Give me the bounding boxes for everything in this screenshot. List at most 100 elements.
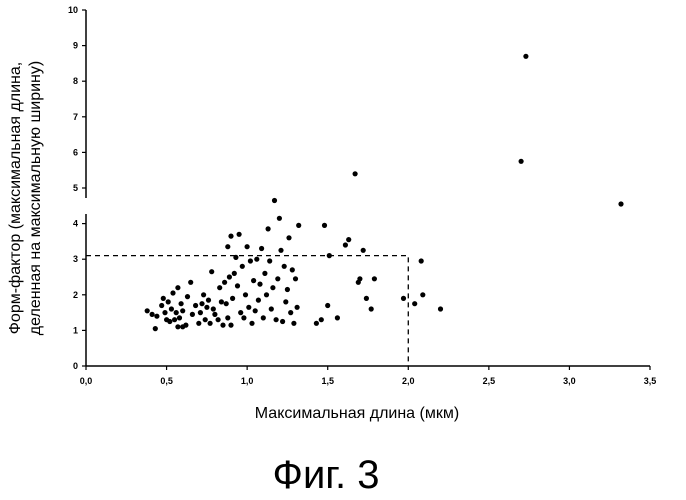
data-point xyxy=(245,244,250,249)
x-tick-label: 1,5 xyxy=(321,376,334,386)
data-point xyxy=(618,201,623,206)
data-point xyxy=(241,315,246,320)
data-point xyxy=(357,276,362,281)
data-point xyxy=(266,226,271,231)
data-point xyxy=(401,296,406,301)
data-point xyxy=(169,306,174,311)
data-point xyxy=(249,321,254,326)
data-point xyxy=(228,234,233,239)
data-point xyxy=(159,303,164,308)
data-point xyxy=(230,296,235,301)
x-tick-label: 3,5 xyxy=(644,376,657,386)
data-point xyxy=(183,323,188,328)
data-point xyxy=(286,235,291,240)
data-point xyxy=(222,280,227,285)
data-point xyxy=(177,315,182,320)
x-tick-label: 1,0 xyxy=(241,376,254,386)
data-point xyxy=(523,54,528,59)
data-point xyxy=(175,285,180,290)
data-point xyxy=(438,306,443,311)
reference-box-dashed xyxy=(86,256,408,366)
x-tick-label: 2,0 xyxy=(402,376,415,386)
x-tick-label: 2,5 xyxy=(483,376,496,386)
data-point xyxy=(269,306,274,311)
data-point xyxy=(225,244,230,249)
y-tick-label: 3 xyxy=(73,254,78,264)
data-point xyxy=(228,323,233,328)
data-point xyxy=(203,317,208,322)
data-point xyxy=(227,274,232,279)
data-point xyxy=(201,292,206,297)
data-point xyxy=(225,315,230,320)
data-point xyxy=(188,280,193,285)
data-point xyxy=(235,283,240,288)
data-point xyxy=(283,299,288,304)
x-tick-label: 0,0 xyxy=(80,376,93,386)
data-point xyxy=(251,278,256,283)
data-point xyxy=(274,317,279,322)
data-point xyxy=(319,317,324,322)
data-points xyxy=(145,54,624,332)
data-point xyxy=(175,324,180,329)
y-axis-title-line2: деленная на максимальную ширину) xyxy=(27,61,44,335)
y-tick-label: 8 xyxy=(73,76,78,86)
data-point xyxy=(150,312,155,317)
data-point xyxy=(270,285,275,290)
data-point xyxy=(238,310,243,315)
data-point xyxy=(219,299,224,304)
data-point xyxy=(322,223,327,228)
y-tick-label: 9 xyxy=(73,41,78,51)
data-point xyxy=(372,276,377,281)
data-point xyxy=(314,321,319,326)
data-point xyxy=(211,306,216,311)
data-point xyxy=(335,315,340,320)
data-point xyxy=(216,317,221,322)
data-point xyxy=(353,171,358,176)
y-tick-label: 7 xyxy=(73,112,78,122)
data-point xyxy=(167,319,172,324)
data-point xyxy=(154,314,159,319)
data-point xyxy=(153,326,158,331)
data-point xyxy=(180,308,185,313)
y-tick-label: 0 xyxy=(73,361,78,371)
data-point xyxy=(519,159,524,164)
data-point xyxy=(217,285,222,290)
data-point xyxy=(343,242,348,247)
data-point xyxy=(259,246,264,251)
data-point xyxy=(278,248,283,253)
data-point xyxy=(145,308,150,313)
data-point xyxy=(193,303,198,308)
data-point xyxy=(346,237,351,242)
data-point xyxy=(199,301,204,306)
data-point xyxy=(257,282,262,287)
data-point xyxy=(196,321,201,326)
data-point xyxy=(254,257,259,262)
data-point xyxy=(412,301,417,306)
x-axis-title: Максимальная длина (мкм) xyxy=(255,405,459,422)
y-tick-label: 1 xyxy=(73,325,78,335)
data-point xyxy=(364,296,369,301)
data-point xyxy=(264,292,269,297)
x-tick-label: 3,0 xyxy=(563,376,576,386)
data-point xyxy=(369,306,374,311)
data-point xyxy=(212,312,217,317)
data-point xyxy=(240,264,245,269)
data-point xyxy=(420,292,425,297)
y-axis-ticks: 012345678910 xyxy=(68,5,86,371)
data-point xyxy=(296,223,301,228)
y-tick-label: 5 xyxy=(73,183,78,193)
data-point xyxy=(174,310,179,315)
data-point xyxy=(208,321,213,326)
data-point xyxy=(190,312,195,317)
data-point xyxy=(262,271,267,276)
data-point xyxy=(261,315,266,320)
data-point xyxy=(282,264,287,269)
data-point xyxy=(162,310,167,315)
data-point xyxy=(361,248,366,253)
data-point xyxy=(166,299,171,304)
data-point xyxy=(295,305,300,310)
data-point xyxy=(253,308,258,313)
y-tick-label: 2 xyxy=(73,290,78,300)
data-point xyxy=(206,298,211,303)
data-point xyxy=(161,296,166,301)
